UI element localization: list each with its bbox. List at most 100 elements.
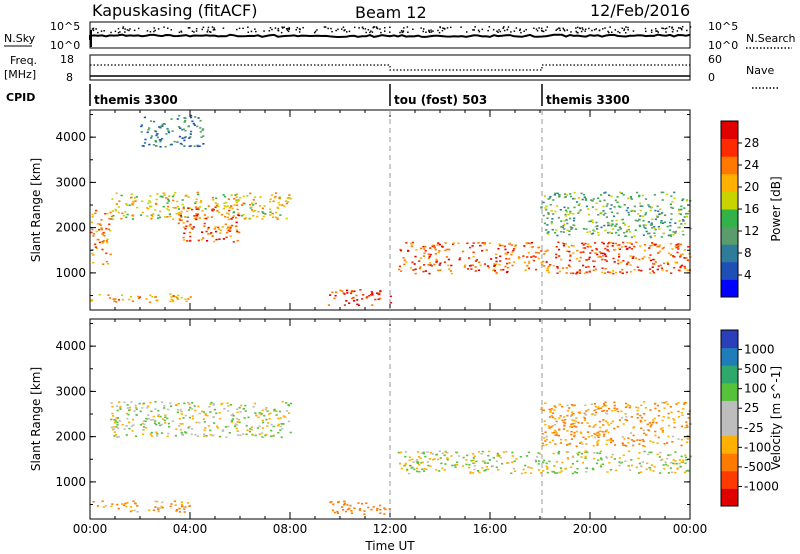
data-cell	[663, 407, 666, 409]
data-cell	[592, 198, 595, 200]
noise-search-dot	[650, 29, 653, 31]
data-cell	[333, 297, 336, 300]
noise-right-tick-bottom: 10^0	[708, 39, 738, 52]
data-cell	[582, 436, 585, 439]
data-cell	[213, 422, 216, 424]
data-cell	[207, 233, 210, 235]
data-cell	[96, 505, 99, 507]
noise-search-dot	[384, 27, 386, 29]
data-cell	[642, 429, 645, 432]
noise-search-dot	[664, 28, 667, 30]
data-cell	[473, 462, 476, 465]
data-cell	[684, 471, 687, 474]
data-cell	[246, 195, 249, 197]
data-cell	[477, 451, 481, 453]
velocity-colorbar-swatch	[721, 400, 738, 419]
data-cell	[132, 500, 135, 502]
data-cell	[157, 409, 160, 412]
data-cell	[161, 195, 164, 198]
data-cell	[440, 462, 443, 465]
data-cell	[225, 236, 228, 239]
data-cell	[623, 444, 626, 447]
data-cell	[233, 197, 236, 200]
data-cell	[110, 215, 113, 218]
data-cell	[593, 425, 596, 427]
data-cell	[537, 246, 540, 249]
data-cell	[125, 203, 128, 205]
data-cell	[261, 432, 264, 434]
data-cell	[623, 224, 627, 226]
data-cell	[333, 511, 337, 514]
data-cell	[555, 434, 558, 436]
data-cell	[588, 425, 591, 427]
data-cell	[457, 455, 461, 457]
data-cell	[679, 466, 682, 468]
data-cell	[624, 245, 627, 248]
data-cell	[605, 410, 609, 412]
data-cell	[467, 466, 471, 469]
data-cell	[213, 227, 216, 230]
data-cell	[566, 222, 569, 225]
power-colorbar-tick-label: 8	[744, 246, 752, 260]
data-cell	[581, 242, 584, 245]
noise-search-dot	[343, 29, 345, 32]
data-cell	[647, 429, 651, 432]
data-cell	[481, 460, 485, 462]
data-cell	[155, 203, 158, 205]
noise-search-dot	[541, 27, 543, 30]
data-cell	[548, 408, 551, 411]
data-cell	[146, 207, 149, 209]
data-cell	[105, 227, 108, 230]
data-cell	[575, 201, 579, 203]
data-cell	[447, 258, 450, 261]
data-cell	[177, 402, 180, 405]
data-cell	[343, 304, 346, 306]
noise-search-dot	[283, 26, 285, 28]
power-colorbar-tick-label: 20	[744, 180, 759, 194]
data-cell	[270, 423, 273, 426]
data-cell	[155, 423, 158, 426]
data-cell	[584, 404, 587, 407]
data-cell	[180, 503, 184, 506]
noise-search-dot	[295, 29, 297, 31]
data-cell	[465, 459, 468, 461]
data-cell	[212, 196, 215, 199]
power-colorbar-tick-label: 12	[744, 224, 759, 238]
data-cell	[540, 250, 543, 252]
noise-search-dot	[611, 31, 613, 33]
data-cell	[275, 414, 278, 416]
data-cell	[662, 416, 665, 418]
data-cell	[625, 271, 628, 274]
data-cell	[225, 436, 228, 438]
data-cell	[670, 272, 673, 274]
data-cell	[683, 216, 686, 218]
data-cell	[547, 198, 550, 200]
data-cell	[470, 268, 473, 270]
data-cell	[361, 298, 364, 300]
data-cell	[327, 304, 330, 306]
data-cell	[226, 228, 229, 230]
data-cell	[572, 456, 575, 458]
data-cell	[680, 205, 683, 208]
data-cell	[569, 193, 572, 195]
data-cell	[356, 303, 359, 306]
noise-search-dot	[680, 28, 683, 30]
data-cell	[110, 218, 113, 220]
data-cell	[591, 232, 595, 235]
data-cell	[547, 265, 550, 268]
data-cell	[578, 451, 581, 454]
data-cell	[652, 441, 655, 443]
data-cell	[633, 205, 636, 208]
data-cell	[618, 244, 621, 246]
data-cell	[244, 410, 247, 412]
data-cell	[583, 272, 587, 275]
data-cell	[478, 471, 481, 474]
data-cell	[421, 461, 424, 464]
noise-search-dot	[124, 31, 126, 33]
data-cell	[663, 221, 667, 223]
data-cell	[411, 261, 414, 264]
noise-search-dot	[195, 28, 198, 30]
data-cell	[125, 216, 128, 219]
data-cell	[149, 120, 153, 122]
data-cell	[596, 228, 599, 230]
